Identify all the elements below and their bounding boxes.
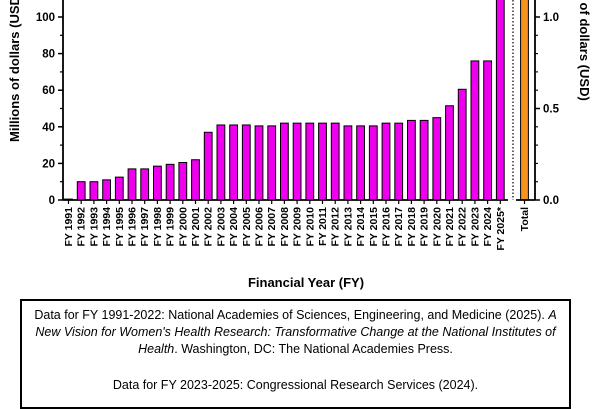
x-tick-label: FY 1993: [88, 207, 100, 247]
bar: [153, 165, 162, 201]
x-tick-label: FY 2007: [266, 207, 278, 247]
bar: [330, 122, 340, 201]
x-tick-label: FY 2001: [190, 207, 202, 247]
bar: [292, 122, 302, 201]
x-tick-label: FY 2002: [203, 207, 215, 247]
left-y-axis-title: Millions of dollars (USD): [7, 0, 22, 142]
x-tick-label: FY 2022: [457, 207, 469, 247]
x-tick-label: FY 2005: [241, 207, 253, 247]
x-tick-label: FY 2003: [215, 207, 227, 247]
total-tick-label: Total: [519, 207, 531, 231]
x-tick-label: FY 2011: [317, 207, 329, 246]
x-tick-label: FY 2010: [304, 207, 316, 247]
bar: [394, 122, 404, 201]
bar: [76, 181, 86, 201]
bar: [229, 124, 238, 201]
source-citation-1-prefix: Data for FY 1991-2022: National Academie…: [34, 308, 549, 322]
left-tick-label: 60: [42, 85, 55, 97]
x-tick-label: FY 2024: [482, 207, 494, 247]
bar: [483, 60, 493, 201]
bar: [470, 60, 480, 201]
bar: [267, 125, 277, 201]
x-tick-label: FY 2013: [342, 207, 354, 247]
bar: [102, 179, 111, 201]
bar: [495, 0, 505, 201]
left-tick-label: 100: [36, 12, 55, 24]
bar: [165, 163, 175, 201]
bar: [381, 122, 391, 201]
bar: [140, 168, 150, 201]
x-tick-label: FY 1991: [63, 207, 75, 247]
x-tick-label: FY 2025*: [495, 206, 507, 251]
bar: [280, 122, 289, 201]
bar: [445, 105, 454, 201]
x-tick-label: FY 2016: [381, 207, 393, 247]
bar: [343, 125, 353, 201]
bar: [64, 198, 73, 201]
source-citation-1-title: A New Vision for Women's Health Research…: [35, 308, 557, 356]
bar: [203, 131, 213, 201]
x-tick-label: FY 1998: [152, 207, 164, 247]
x-tick-label: FY 2019: [419, 207, 431, 247]
x-tick-label: FY 2006: [254, 207, 266, 247]
bar: [356, 125, 366, 201]
x-tick-label: FY 2008: [279, 207, 291, 247]
bar: [216, 124, 226, 201]
right-y-axis-title: Billions of dollars (USD): [577, 0, 592, 101]
bar: [254, 125, 264, 201]
x-tick-label: FY 2009: [292, 207, 304, 247]
bar: [432, 117, 442, 201]
x-tick-label: FY 1994: [101, 207, 113, 247]
x-tick-label: FY 2012: [330, 207, 342, 247]
bar: [407, 119, 416, 201]
bar: [368, 125, 378, 201]
bars-group: [64, 0, 505, 201]
bar: [89, 181, 99, 201]
bar: [127, 168, 137, 201]
right-y-axis: Total 0.0 0.5 1.0: [516, 0, 560, 231]
x-category-labels: FY 1991 FY 1992 FY 1993 FY 1994 FY 1995 FY 19…: [63, 200, 507, 251]
bar: [419, 119, 429, 201]
x-tick-label: FY 2023: [469, 207, 481, 247]
x-tick-label: FY 2017: [393, 207, 405, 247]
x-tick-label: FY 2021: [444, 207, 456, 247]
x-tick-label: FY 1999: [165, 207, 177, 247]
x-tick-label: FY 1995: [114, 207, 126, 247]
total-bar: [520, 0, 529, 201]
left-tick-label: 40: [42, 122, 55, 134]
bar: [191, 159, 200, 201]
x-tick-label: FY 2015: [368, 207, 380, 247]
right-tick-label: 0.5: [543, 104, 560, 116]
bar: [178, 161, 188, 201]
source-citation-2: Data for FY 2023-2025: Congressional Res…: [112, 378, 479, 392]
source-citation-box: Data for FY 1991-2022: National Academie…: [20, 299, 571, 409]
left-tick-label: 0: [49, 195, 55, 207]
bar: [241, 124, 251, 201]
x-tick-label: FY 1992: [76, 207, 88, 247]
bar: [457, 88, 467, 201]
source-citation-1: Data for FY 1991-2022: National Academie…: [22, 307, 569, 358]
x-tick-label: FY 2018: [406, 207, 418, 247]
x-tick-label: FY 2004: [228, 207, 240, 247]
bar: [114, 176, 124, 201]
bar: [318, 122, 327, 201]
x-tick-label: FY 2000: [177, 207, 189, 247]
left-tick-label: 20: [42, 158, 55, 170]
bar: [305, 122, 315, 201]
source-citation-1-suffix: . Washington, DC: The National Academies…: [174, 342, 453, 356]
right-tick-label: 0.0: [543, 195, 559, 207]
right-tick-label: 1.0: [543, 12, 559, 24]
x-tick-label: FY 1996: [127, 207, 139, 247]
x-tick-label: FY 2014: [355, 207, 367, 247]
x-tick-label: FY 2020: [431, 207, 443, 247]
left-tick-label: 80: [42, 49, 55, 61]
x-axis-title: Financial Year (FY): [248, 275, 364, 290]
x-tick-label: FY 1997: [139, 207, 151, 247]
